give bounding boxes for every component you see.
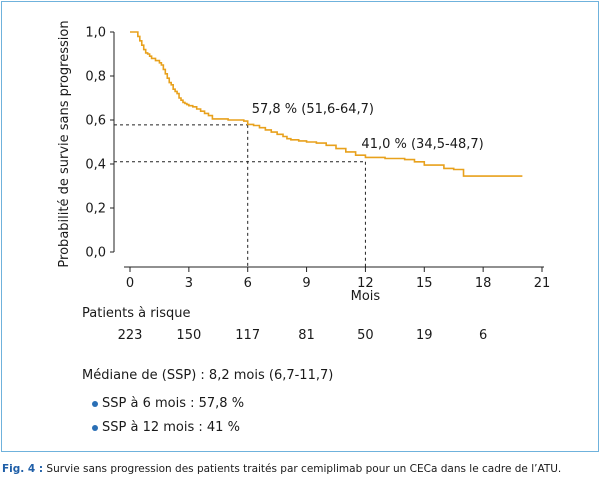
risk-value: 223	[117, 328, 143, 343]
bullet-item: SSP à 6 mois : 57,8 %	[92, 392, 244, 416]
y-tick-label: 0,8	[85, 70, 106, 85]
x-tick-label: 9	[302, 276, 310, 291]
bullet-dot-icon	[92, 425, 98, 431]
x-tick-label: 21	[534, 276, 551, 291]
km-chart: 0,0 0,2 0,4 0,6 0,8 1,0 0 3 6 9 12 15 18 21 Mois Probab…	[57, 20, 551, 302]
median-text: Médiane de (SSP) : 8,2 mois (6,7-11,7)	[82, 368, 334, 383]
figure-panel: 0,0 0,2 0,4 0,6 0,8 1,0 0 3 6 9 12 15 18 21 Mois Probab…	[1, 1, 599, 452]
survival-curve	[130, 31, 523, 177]
x-tick-label: 18	[475, 276, 492, 291]
y-tick-label: 0,2	[85, 202, 106, 217]
bullet-list: SSP à 6 mois : 57,8 % SSP à 12 mois : 41…	[92, 392, 244, 440]
risk-value: 19	[416, 328, 433, 343]
risk-value: 81	[298, 328, 315, 343]
x-tick-label: 15	[416, 276, 433, 291]
caption-text: Survie sans progression des patients tra…	[43, 463, 562, 475]
x-tick-label: 0	[126, 276, 134, 291]
x-tick-label: 3	[185, 276, 193, 291]
risk-value: 50	[357, 328, 374, 343]
y-tick-label: 1,0	[85, 26, 106, 41]
bullet-item: SSP à 12 mois : 41 %	[92, 416, 244, 440]
x-tick-label: 6	[244, 276, 252, 291]
risk-table-title: Patients à risque	[82, 306, 191, 321]
bullet-dot-icon	[92, 401, 98, 407]
annotation-label: 57,8 % (51,6-64,7)	[252, 102, 374, 117]
risk-value: 6	[479, 328, 488, 343]
figure-caption: Fig. 4 : Survie sans progression des pat…	[2, 463, 561, 475]
risk-value: 150	[176, 328, 202, 343]
x-tick-label: 12	[357, 276, 374, 291]
risk-table-row: 223 150 117 81 50 19 6	[2, 328, 600, 346]
bullet-text: SSP à 12 mois : 41 %	[102, 420, 240, 435]
figure-number: Fig. 4 :	[2, 463, 44, 475]
y-tick-label: 0,0	[85, 246, 106, 261]
risk-value: 117	[235, 328, 261, 343]
annotation-label: 41,0 % (34,5-48,7)	[361, 137, 483, 152]
y-tick-label: 0,6	[85, 114, 106, 129]
y-tick-label: 0,4	[85, 158, 106, 173]
y-axis-title: Probabilité de survie sans progression	[57, 20, 72, 267]
bullet-text: SSP à 6 mois : 57,8 %	[102, 396, 245, 411]
x-axis-title: Mois	[351, 289, 381, 302]
